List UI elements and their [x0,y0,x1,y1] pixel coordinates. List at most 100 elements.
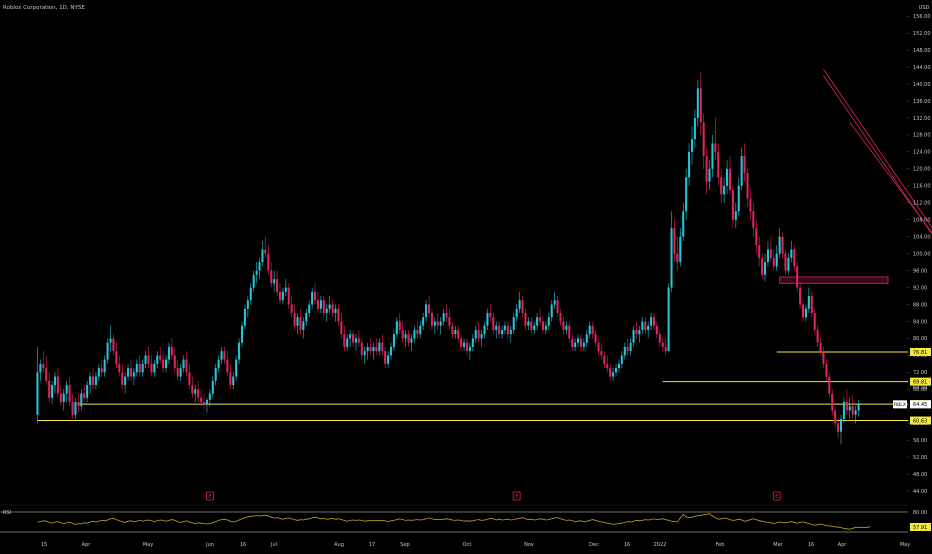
candle-body [766,249,769,263]
candle [740,147,743,191]
y-tick-label: 120.00 [913,167,931,173]
candle-body [276,279,279,292]
candle [752,202,755,237]
candle-body [94,376,97,386]
time-axis[interactable]: 15 Apr May Jun 16 Jul Aug 17 Sep Oct Nov Dec 16 2022 F… [41,542,910,548]
candle-body [831,393,834,411]
candle-body [801,304,805,318]
candle-body [734,211,737,220]
price-badge-box [910,347,931,356]
candle-body [647,325,650,330]
candle [413,325,416,343]
candle [617,359,620,373]
candle-body [688,151,691,178]
candle-body [235,359,238,377]
y-tick-label: 96.00 [913,268,927,274]
candle-body [609,368,612,377]
candle-body [591,325,594,335]
candle [293,304,296,330]
price-badge-label: 76.81 [913,350,927,356]
candle [170,338,173,360]
trendline[interactable] [849,121,932,412]
candle [728,156,731,195]
x-tick-label: 2022 [654,542,667,548]
candle-body [489,312,492,318]
candle [200,389,203,407]
candle [775,245,778,271]
candle-body [153,363,156,373]
candle [451,321,454,339]
candle-body [460,338,463,347]
y-tick-label: 140.00 [913,82,931,88]
x-tick-label: 16 [240,542,246,548]
candle [118,355,121,377]
candle [562,317,565,335]
candle-body [106,342,109,360]
candle [316,291,319,313]
candle [305,308,308,326]
candle [579,334,582,352]
candle-body [83,393,86,398]
candle [249,283,252,305]
candle [401,321,404,343]
candle-body [541,321,544,330]
candle-body [112,338,115,352]
price-badge-label: 68.50 [913,385,927,391]
candle [62,389,65,411]
candle [387,351,390,369]
candle [489,304,492,322]
candle-body [530,321,533,330]
candle [465,338,469,356]
candle [603,351,606,369]
candle-body [302,321,305,330]
earnings-marker[interactable]: E [512,491,521,501]
earnings-marker[interactable]: E [772,491,781,501]
candle [702,113,705,169]
candle [664,338,667,356]
candle-body [59,393,62,403]
candle-body [685,177,688,212]
candle-body [705,156,708,182]
candle-body [816,329,819,343]
candle-body [308,304,311,313]
candle-body [825,363,828,377]
candle [650,312,653,330]
x-tick-label: Dec [589,542,599,548]
candle [53,372,57,394]
candle [705,147,708,195]
trendline[interactable] [823,75,932,417]
candle [667,283,670,352]
candle-body [503,325,507,330]
candle-body [492,317,495,330]
candle-body [135,363,138,373]
candle [287,283,290,309]
candle-body [159,355,162,360]
candle-body [457,329,460,339]
candle-body [89,376,92,386]
candle [655,321,658,339]
candle-body [51,385,54,398]
price-badge-support: 69.81 [910,377,931,386]
candle [588,321,591,339]
candle [398,312,401,335]
candle-body [264,249,267,254]
candle-body [238,342,241,360]
y-tick-label: 124.00 [913,150,931,156]
trendline[interactable] [823,69,932,419]
candle [614,363,618,377]
candle [793,245,796,271]
candle [632,325,635,347]
candle-body [170,346,173,356]
candle [565,321,568,335]
candle-body [331,304,334,313]
candle-body [404,334,407,339]
candle-body [65,385,68,394]
candle-body [395,321,398,335]
resistance-zone-box[interactable] [779,276,889,284]
candle-body [664,346,667,352]
earnings-marker[interactable]: E [205,491,214,501]
candle [427,296,431,318]
